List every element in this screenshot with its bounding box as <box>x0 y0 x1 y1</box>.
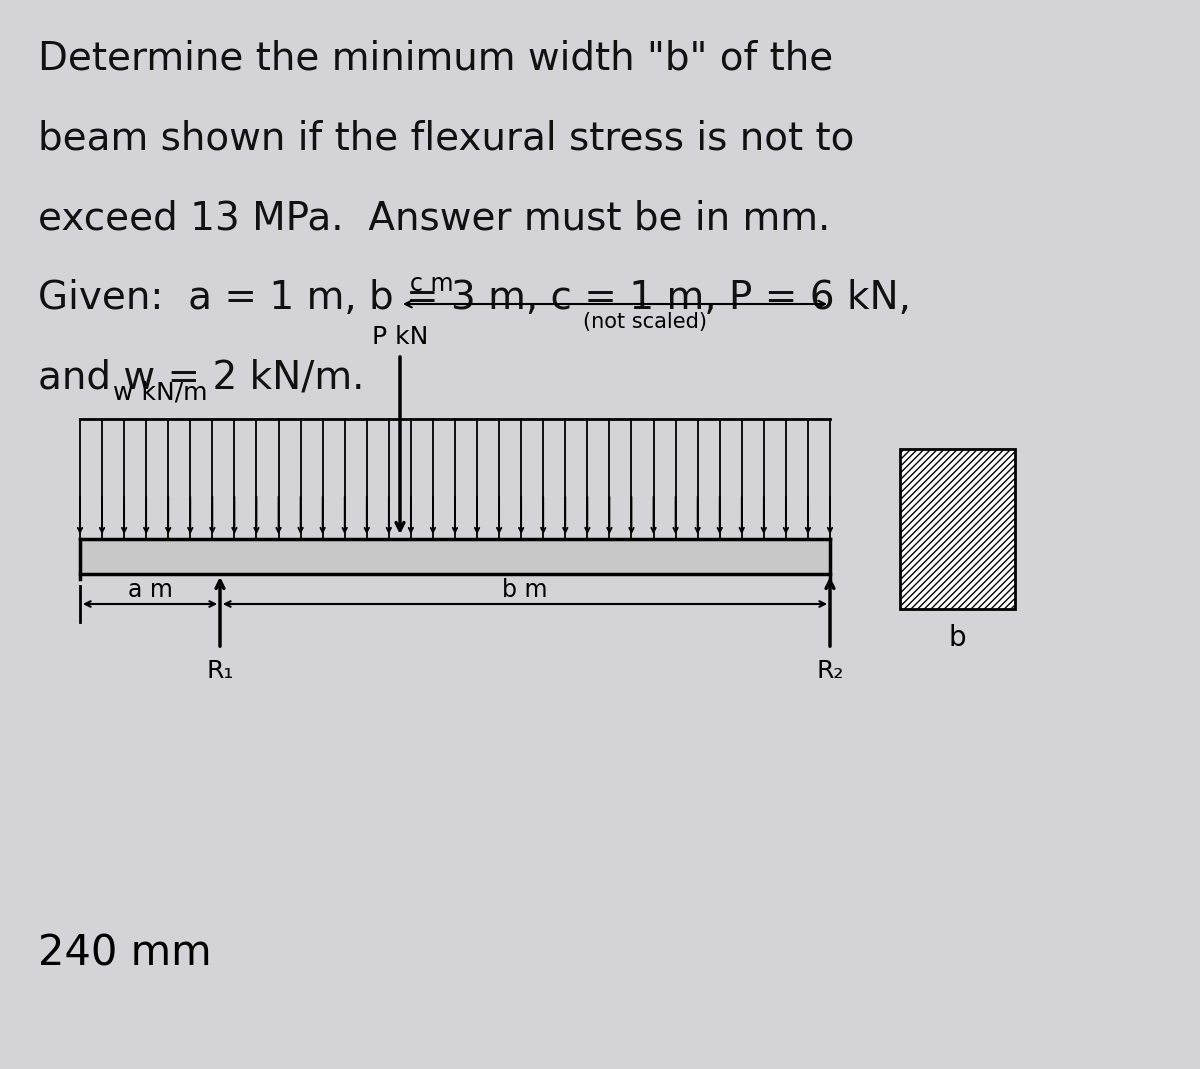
Text: a m: a m <box>127 578 173 602</box>
Text: 240 mm: 240 mm <box>38 932 211 974</box>
Text: R₂: R₂ <box>816 659 844 683</box>
Text: b m: b m <box>503 578 547 602</box>
Text: beam shown if the flexural stress is not to: beam shown if the flexural stress is not… <box>38 119 854 157</box>
Bar <box>80 539 830 574</box>
Text: w kN/m: w kN/m <box>113 379 208 404</box>
Text: and w = 2 kN/m.: and w = 2 kN/m. <box>38 359 365 397</box>
Text: exceed 13 MPa.  Answer must be in mm.: exceed 13 MPa. Answer must be in mm. <box>38 199 830 237</box>
Text: Given:  a = 1 m, b = 3 m, c = 1 m, P = 6 kN,: Given: a = 1 m, b = 3 m, c = 1 m, P = 6 … <box>38 279 911 317</box>
Text: c m: c m <box>410 272 454 296</box>
Text: b: b <box>949 624 966 652</box>
Text: Determine the minimum width "b" of the: Determine the minimum width "b" of the <box>38 38 833 77</box>
Bar <box>900 449 1015 609</box>
Text: (not scaled): (not scaled) <box>583 312 707 332</box>
Text: R₁: R₁ <box>206 659 234 683</box>
Text: P kN: P kN <box>372 325 428 348</box>
